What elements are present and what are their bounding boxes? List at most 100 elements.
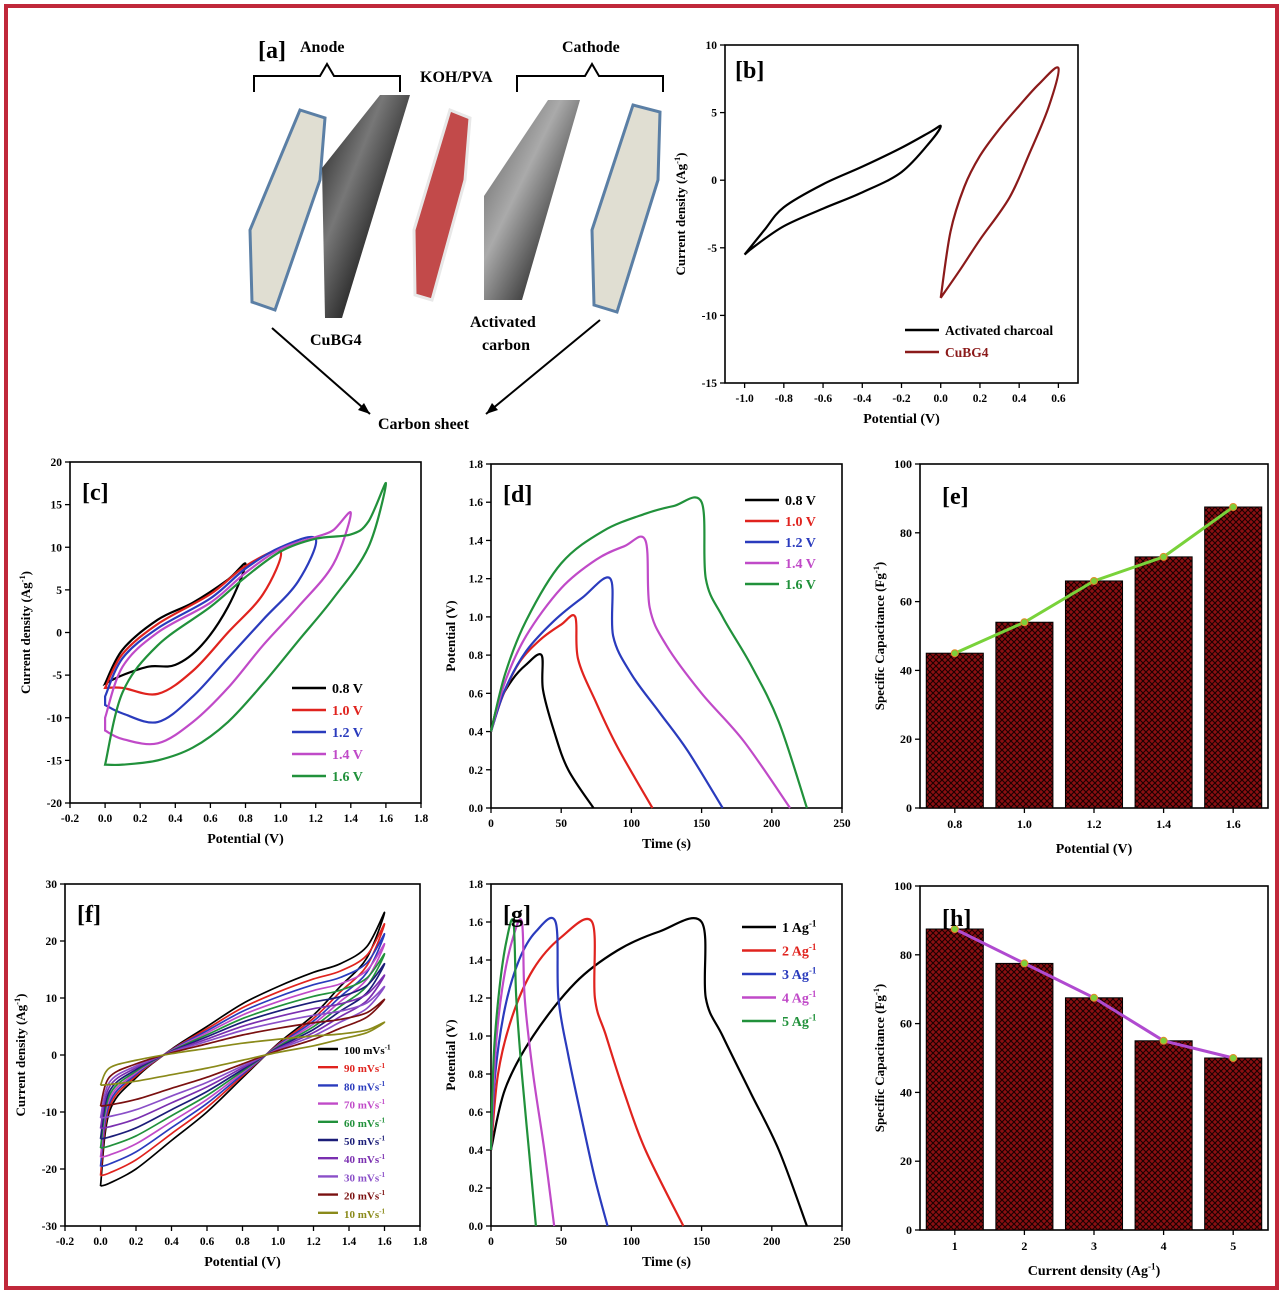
y-tick-label: 0.0	[469, 1221, 484, 1233]
panel-g: 0 50 100 150 200 250 0.0 0.2 0.4 0.6 0.8 1.0 1.2 1.4 1…	[443, 879, 851, 1270]
x-tick-label: 3	[1091, 1239, 1097, 1253]
trend-point	[1020, 959, 1029, 968]
x-tick-label: 1.0	[273, 813, 288, 825]
legend-label-main: 60 mVs	[344, 1118, 380, 1130]
panel-c-label: [c]	[82, 480, 109, 506]
cubg4-label: CuBG4	[310, 332, 362, 349]
y-axis-label: Current density (Ag-1)	[672, 152, 688, 275]
series-line	[99, 985, 386, 1119]
series-line	[99, 923, 386, 1177]
y-tick-label: -5	[707, 243, 717, 255]
legend-label-sup: -1	[379, 1080, 385, 1088]
x-tick-label: 1.2	[309, 813, 324, 825]
legend-label-sup: -1	[379, 1153, 385, 1161]
legend-label-main: 20 mVs	[344, 1191, 380, 1203]
x-axis-label: Time (s)	[642, 837, 691, 852]
y-axis-label-sup: -1	[672, 157, 682, 164]
trend-point	[1020, 618, 1029, 627]
x-tick-label: 0.0	[93, 1236, 108, 1248]
y-axis-label-end: )	[673, 152, 688, 156]
panel-g-label: [g]	[503, 902, 531, 928]
y-axis-label-main: Current density (Ag	[673, 163, 688, 275]
y-tick-label: 15	[51, 500, 63, 512]
legend-label: 1.0 V	[332, 704, 363, 719]
legend-label: 5 Ag-1	[782, 1012, 817, 1030]
y-axis-label: Potential (V)	[443, 600, 458, 671]
cubg4-layer	[322, 95, 410, 318]
series-line	[489, 917, 685, 1227]
legend-label-main: 2 Ag	[782, 945, 809, 960]
legend-label-main: 0.8 V	[785, 494, 816, 509]
panel-d-axes-frame	[490, 463, 843, 809]
x-axis-label-sup: -1	[1148, 1261, 1156, 1271]
x-tick-label: 4	[1161, 1239, 1167, 1253]
x-axis-label-main: Current density (Ag	[1028, 1264, 1148, 1279]
arrow-left-head	[358, 403, 370, 414]
y-tick-label: 0.4	[469, 1145, 484, 1157]
trend-point	[1090, 993, 1098, 1002]
series-line	[939, 66, 1060, 299]
bar	[1134, 1040, 1193, 1231]
x-tick-label: 0.2	[973, 393, 988, 405]
y-tick-label: 20	[900, 1154, 912, 1168]
legend-label-sup: -1	[379, 1135, 385, 1143]
y-axis-label-end: )	[872, 984, 887, 988]
trend-point	[950, 649, 959, 658]
series-line	[99, 1021, 386, 1086]
activated-label: Activated	[470, 314, 536, 331]
y-tick-label: 0	[906, 801, 912, 815]
bar	[1134, 556, 1193, 809]
y-tick-label: 1.6	[469, 917, 484, 929]
y-tick-label: 0	[51, 1050, 57, 1062]
series-line	[489, 916, 609, 1227]
carbon-sheet-right	[590, 103, 662, 314]
legend-label: 20 mVs-1	[344, 1189, 386, 1202]
legend-label: 30 mVs-1	[344, 1171, 386, 1184]
legend-label-main: 1.0 V	[332, 704, 363, 719]
legend-label-main: 1.6 V	[332, 770, 363, 785]
y-axis-label: Specific Capacitance (Fg-1)	[871, 984, 887, 1133]
y-tick-label: 1.4	[469, 535, 484, 547]
y-tick-label: -20	[42, 1164, 58, 1176]
legend-label-main: 1 Ag	[782, 921, 809, 936]
y-tick-label: 1.8	[469, 879, 484, 891]
y-axis-label-main: Specific Capacitance (Fg	[872, 995, 887, 1133]
legend-label-sup: -1	[809, 1012, 817, 1022]
y-tick-label: 0.6	[469, 1107, 484, 1119]
y-tick-label: 80	[900, 948, 912, 962]
x-tick-label: 0.6	[200, 1236, 215, 1248]
y-axis-label-end: )	[872, 562, 887, 566]
legend-label-sup: -1	[385, 1044, 391, 1052]
legend-label: CuBG4	[945, 345, 989, 360]
bar	[1064, 997, 1124, 1231]
x-tick-label: -0.2	[61, 813, 79, 825]
y-tick-label: 20	[900, 732, 912, 746]
y-tick-label: 10	[51, 542, 63, 554]
legend-label: 0.8 V	[332, 682, 363, 697]
x-tick-label: 0.6	[1051, 393, 1066, 405]
y-tick-label: 0	[711, 175, 717, 187]
x-tick-label: 1.0	[271, 1236, 286, 1248]
x-tick-label: 1.8	[414, 813, 429, 825]
cathode-brace	[516, 62, 664, 92]
x-tick-label: 0.8	[947, 817, 962, 831]
y-axis-label-main: Specific Capacitance (Fg	[872, 573, 887, 711]
y-tick-label: 0.0	[469, 803, 484, 815]
panel-c: -0.2 0.0 0.2 0.4 0.6 0.8 1.0 1.2 1.4 1.6 1.8-20-15…	[17, 457, 429, 847]
panel-e-label: [e]	[942, 484, 969, 510]
bar	[1204, 1057, 1263, 1231]
legend-label: 10 mVs-1	[344, 1207, 386, 1220]
x-tick-label: 0.4	[164, 1236, 179, 1248]
carbon-sheet-left	[248, 108, 327, 312]
x-tick-label: 1.2	[1087, 817, 1102, 831]
x-tick-label: -1.0	[736, 393, 754, 405]
bar	[1064, 580, 1124, 809]
x-tick-label: 0.8	[238, 813, 253, 825]
legend-label: 4 Ag-1	[782, 989, 817, 1007]
y-axis-label: Potential (V)	[443, 1019, 458, 1090]
legend-label-sup: -1	[379, 1189, 385, 1197]
arrow-left	[271, 327, 371, 415]
legend-label-sup: -1	[379, 1207, 385, 1215]
series-line	[743, 124, 942, 256]
